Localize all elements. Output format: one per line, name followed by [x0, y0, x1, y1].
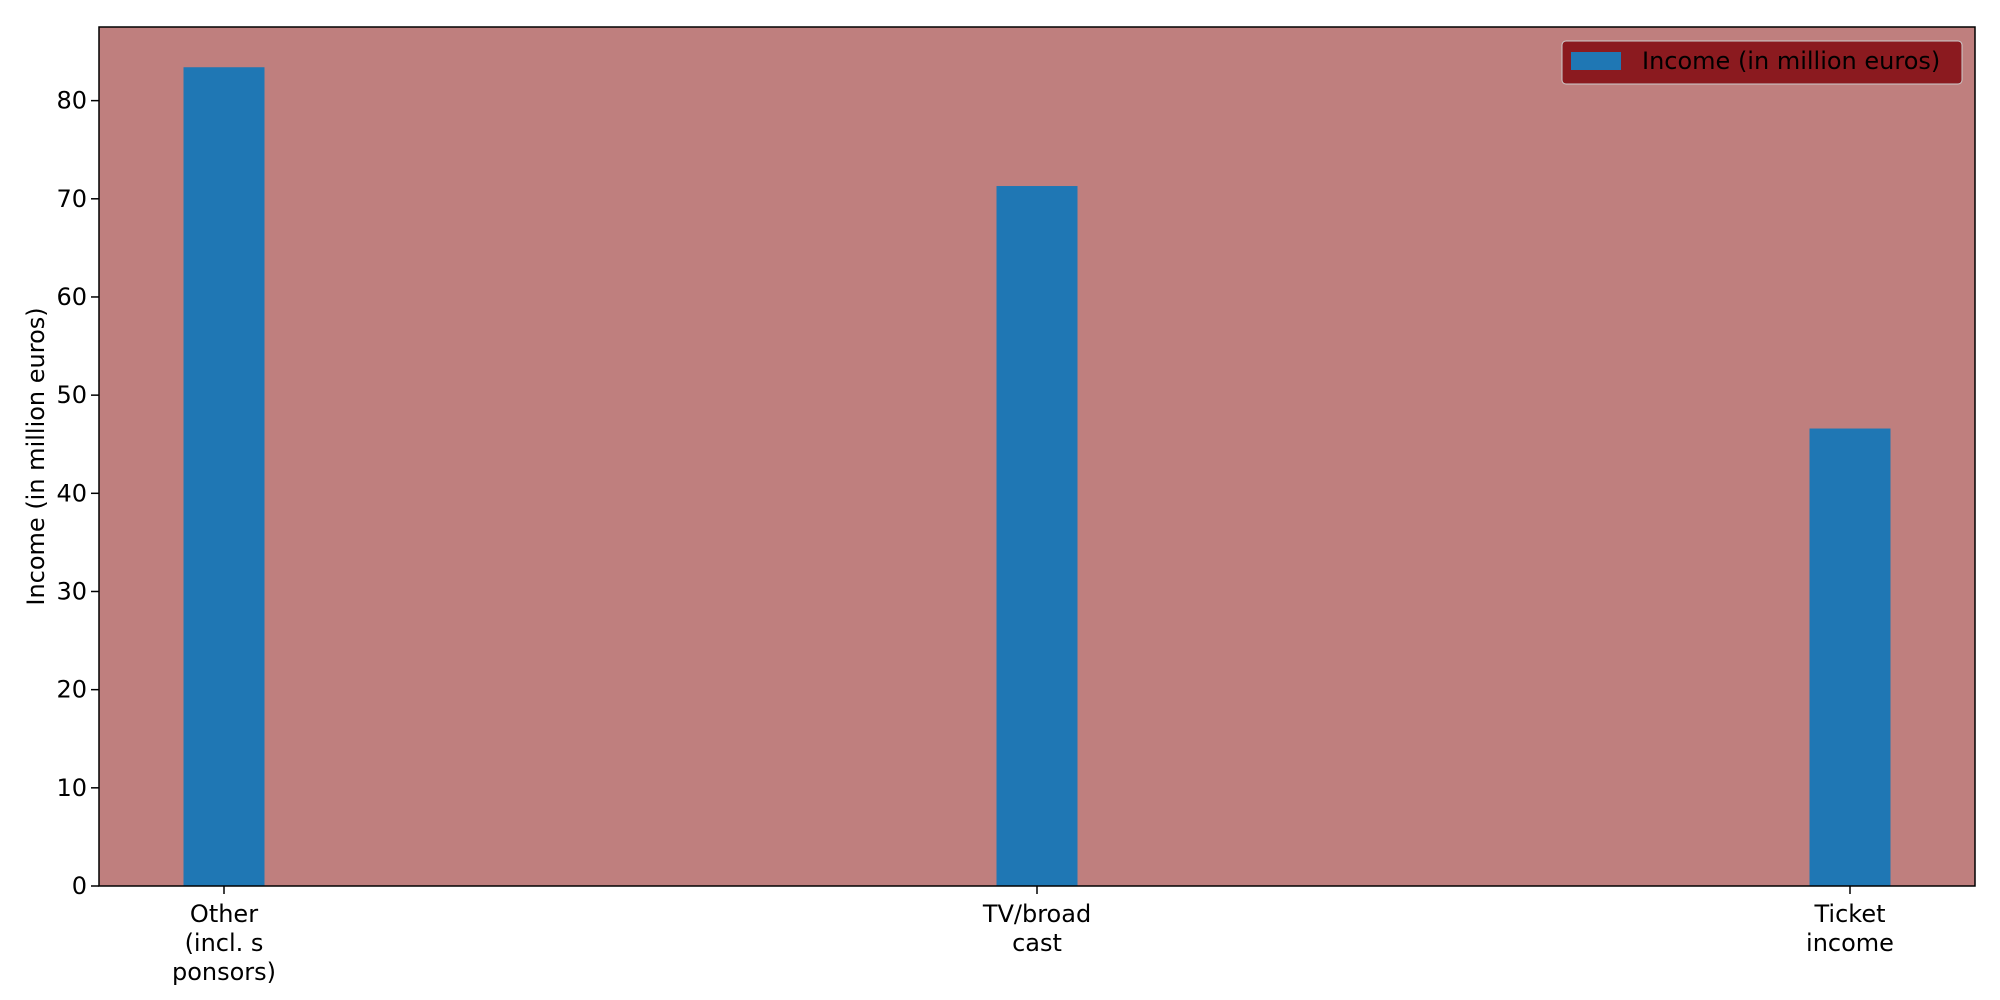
y-axis-ticks: 0 10 20 30 40 50 60 70 80 [56, 87, 99, 900]
bar-1 [996, 186, 1078, 886]
y-tick-label-1: 10 [56, 774, 87, 802]
legend-box [1561, 40, 1963, 85]
y-tick-label-4: 40 [56, 479, 87, 507]
y-tick-label-3: 30 [56, 577, 87, 605]
bar-2 [1809, 428, 1891, 886]
bars-group [183, 67, 1891, 886]
x-tick-label-1: TV/broad cast [982, 900, 1091, 957]
bar-0 [183, 67, 265, 886]
y-tick-label-2: 20 [56, 676, 87, 704]
legend-label: Income (in million euros) [1642, 47, 1940, 75]
y-tick-label-0: 0 [72, 872, 87, 900]
y-tick-label-8: 80 [56, 87, 87, 115]
legend: Income (in million euros) [1561, 40, 1963, 85]
plot-frame [98, 26, 1976, 887]
y-axis-label: Income (in million euros) [22, 307, 50, 605]
x-axis-ticks: Other (incl. s ponsors) TV/broad cast Ticket i… [172, 886, 1894, 986]
y-tick-label-6: 60 [56, 283, 87, 311]
x-tick-label-2: Ticket income [1806, 900, 1894, 957]
legend-swatch [1571, 52, 1621, 70]
y-tick-label-5: 50 [56, 381, 87, 409]
y-tick-label-7: 70 [56, 185, 87, 213]
x-tick-label-0: Other (incl. s ponsors) [172, 900, 276, 986]
